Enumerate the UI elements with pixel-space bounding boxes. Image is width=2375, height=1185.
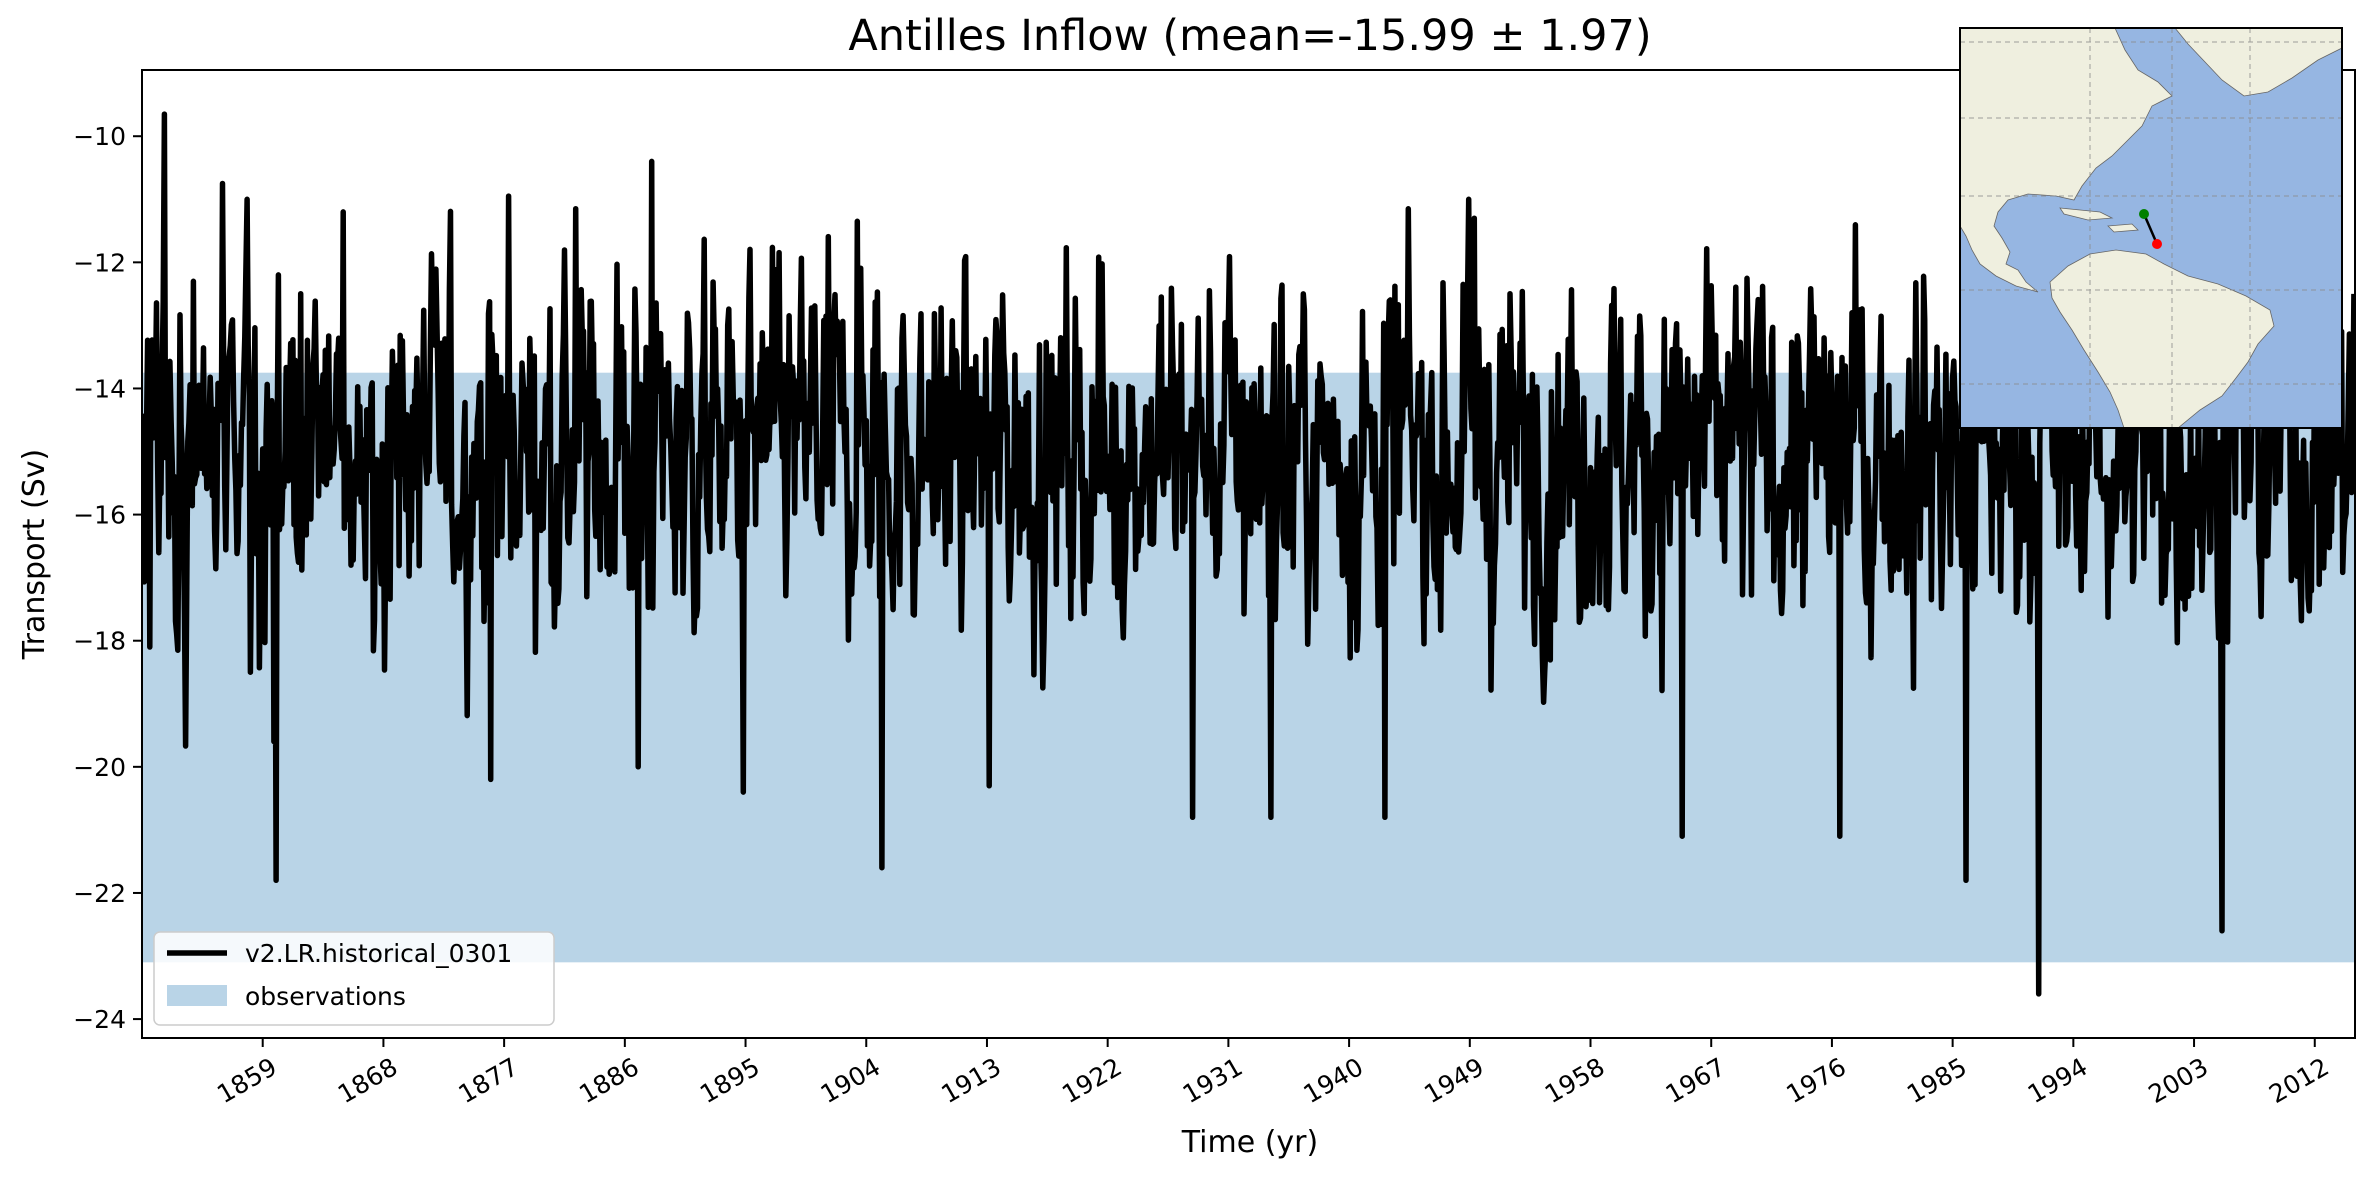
map-land-greenland [2174,28,2342,97]
y-tick-label: −10 [73,122,126,151]
legend-label-series: v2.LR.historical_0301 [245,939,512,968]
y-tick-label: −16 [73,501,126,530]
y-tick-label: −22 [73,879,126,908]
y-tick-label: −12 [73,248,126,277]
map-land-caribbean [2059,207,2139,233]
y-tick-label: −20 [73,753,126,782]
y-tick-label: −18 [73,627,126,656]
y-tick-label: −14 [73,374,126,403]
section-start-marker [2139,209,2149,219]
legend-band-swatch [167,985,227,1006]
section-line [2142,213,2159,245]
y-axis-label: Transport (Sv) [17,449,52,661]
legend-label-observations: observations [245,982,406,1011]
legend-box [153,931,555,1026]
y-axis: −10 −12 −14 −16 −18 −20 −22 −24 [73,122,142,1034]
plot-frame [141,69,2356,1039]
inset-map-frame [1959,27,2343,429]
map-graticule [1960,28,2342,428]
chart-title: Antilles Inflow (mean=-15.99 ± 1.97) [848,11,1651,61]
legend: v2.LR.historical_0301 observations [153,931,555,1026]
inset-map [1959,27,2343,429]
x-axis-label: Time (yr) [1181,1125,1318,1160]
y-tick-label: −24 [73,1005,126,1034]
section-end-marker [2152,239,2162,249]
